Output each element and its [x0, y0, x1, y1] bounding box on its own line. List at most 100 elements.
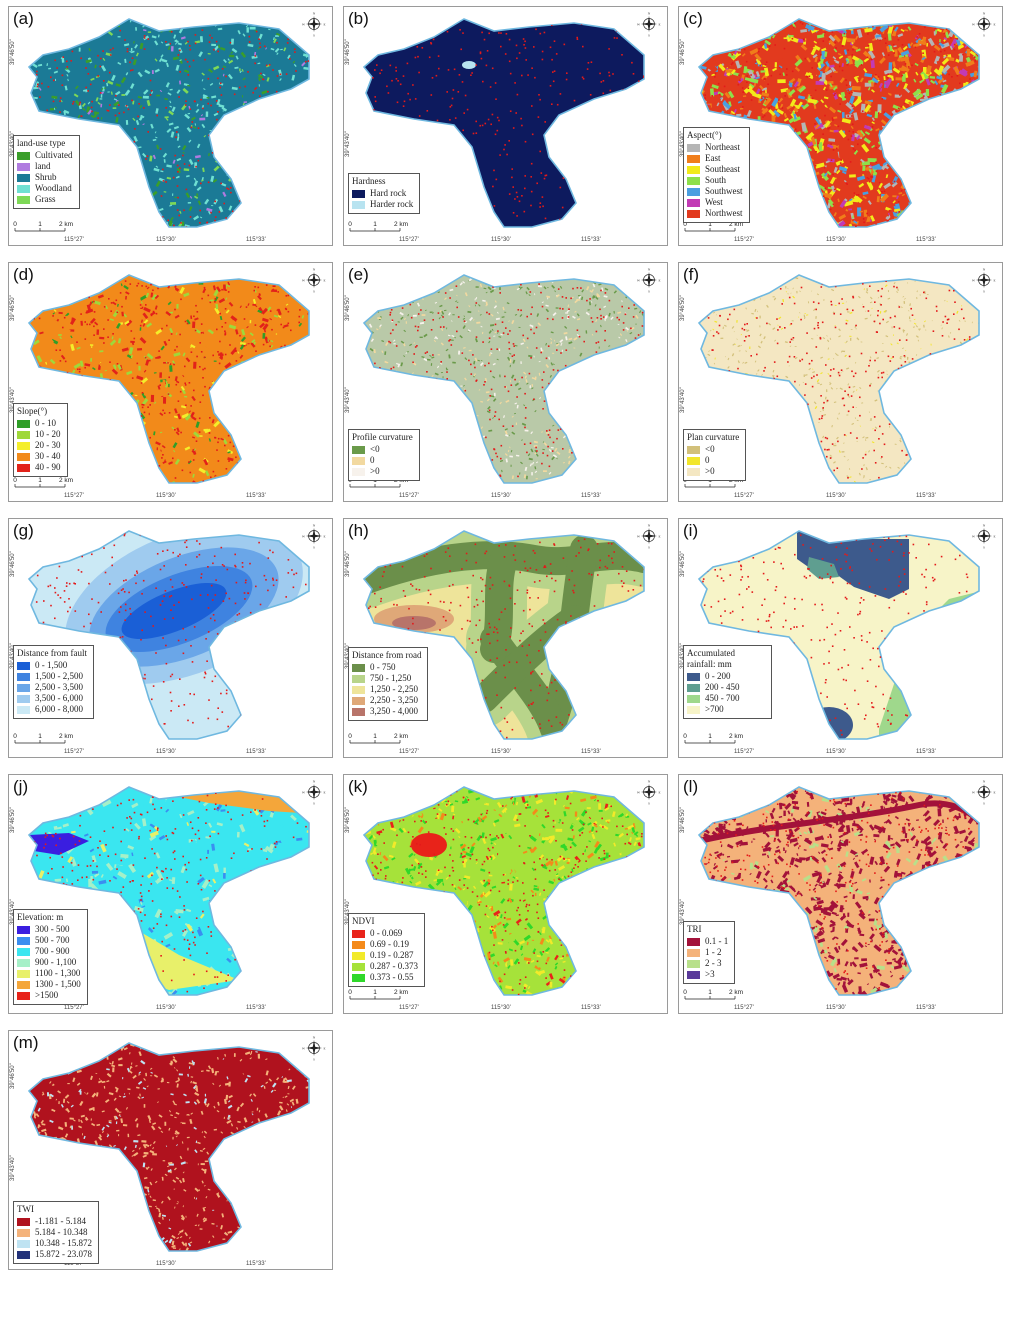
legend-swatch	[17, 980, 30, 989]
legend-swatch	[687, 143, 700, 152]
scale-label: 1	[708, 989, 712, 996]
legend-swatch	[17, 1228, 30, 1237]
legend-item: West	[687, 197, 743, 208]
legend-item-label: 200 - 450	[705, 682, 740, 692]
longitude-label: 115°30'	[826, 749, 846, 755]
longitude-label: 115°27'	[734, 1005, 754, 1011]
panel-label: (i)	[683, 521, 699, 540]
legend-swatch	[17, 936, 30, 945]
compass-w-label: W	[972, 535, 976, 539]
latitude-label: 39°46'50"	[680, 551, 686, 577]
map-legend: Elevation: m 300 - 500 500 - 700 700 - 900 9…	[13, 909, 88, 1005]
scale-label: 1	[373, 733, 377, 740]
legend-item-label: Shrub	[35, 172, 57, 182]
legend-swatch	[17, 694, 30, 703]
panel-label: (g)	[13, 521, 34, 540]
legend-title: Accumulated rainfall: mm	[687, 648, 735, 669]
longitude-label: 115°33'	[246, 1261, 266, 1267]
legend-swatch	[352, 951, 365, 960]
legend-item: -1.181 - 5.184	[17, 1216, 92, 1227]
longitude-label: 115°27'	[64, 237, 84, 243]
legend-item-label: 0.287 - 0.373	[370, 961, 418, 971]
compass-e-label: E	[658, 791, 660, 795]
longitude-label: 115°30'	[491, 493, 511, 499]
legend-item-label: 0.69 - 0.19	[370, 939, 409, 949]
legend-item: >1500	[17, 990, 81, 1001]
legend-swatch	[687, 937, 700, 946]
legend-swatch	[17, 1250, 30, 1259]
compass-s-label: S	[983, 802, 985, 806]
legend-item: 0	[687, 455, 739, 466]
longitude-label: 115°27'	[734, 237, 754, 243]
compass-s-label: S	[313, 34, 315, 38]
compass-n-label: N	[983, 780, 986, 784]
legend-item-label: 1,250 - 2,250	[370, 684, 418, 694]
longitude-label: 115°33'	[916, 237, 936, 243]
legend-item-label: 1,500 - 2,500	[35, 671, 83, 681]
longitude-label: 115°33'	[581, 237, 601, 243]
legend-item: 10 - 20	[17, 429, 61, 440]
compass-n-label: N	[313, 780, 316, 784]
legend-swatch	[17, 151, 30, 160]
legend-item-label: 300 - 500	[35, 924, 70, 934]
compass-rose-icon: N S W E	[637, 11, 661, 38]
legend-swatch	[17, 958, 30, 967]
legend-item-label: Northwest	[705, 208, 743, 218]
scale-label: 0	[348, 221, 352, 228]
legend-swatch	[352, 940, 365, 949]
map-panel-g: (g)NSWE39°46'50"39°43'40"115°27'115°30'1…	[8, 518, 333, 758]
legend-item: <0	[352, 444, 413, 455]
legend-swatch	[352, 707, 365, 716]
legend-swatch	[687, 445, 700, 454]
scale-bar: 0 1 2 km	[13, 475, 73, 489]
legend-item: Southeast	[687, 164, 743, 175]
legend-item: 1,500 - 2,500	[17, 671, 87, 682]
legend-item-label: 0 - 750	[370, 662, 396, 672]
legend-item: 0 - 1,500	[17, 660, 87, 671]
legend-title: Profile curvature	[352, 432, 413, 442]
latitude-label: 39°46'50"	[345, 39, 351, 65]
legend-item-label: Woodland	[35, 183, 72, 193]
compass-w-label: W	[637, 535, 641, 539]
map-fill	[29, 531, 309, 739]
legend-item: 0.1 - 1	[687, 936, 728, 947]
compass-s-label: S	[313, 802, 315, 806]
longitude-label: 115°30'	[156, 1005, 176, 1011]
legend-item-label: 20 - 30	[35, 440, 61, 450]
compass-e-label: E	[993, 535, 995, 539]
legend-item-label: 0 - 10	[35, 418, 56, 428]
panel-label: (e)	[348, 265, 369, 284]
compass-n-label: N	[313, 524, 316, 528]
map-fill	[699, 531, 979, 739]
map-canvas	[27, 274, 310, 484]
compass-w-label: W	[302, 23, 306, 27]
legend-item-label: West	[705, 197, 723, 207]
scale-label: 1	[373, 221, 377, 228]
legend-item-label: 0.1 - 1	[705, 936, 729, 946]
map-legend: land-use type Cultivated land Shrub Woodland…	[13, 135, 80, 209]
compass-e-label: E	[323, 1047, 325, 1051]
legend-item-label: <0	[370, 444, 380, 454]
latitude-label: 39°46'50"	[680, 295, 686, 321]
legend-swatch	[352, 200, 365, 209]
legend-title: TRI	[687, 924, 702, 934]
legend-item: 2,500 - 3,500	[17, 682, 87, 693]
compass-w-label: W	[972, 791, 976, 795]
boundary-outline	[27, 1042, 310, 1252]
legend-item: 0	[352, 455, 413, 466]
legend-item: 0.373 - 0.55	[352, 972, 418, 983]
panel-label: (j)	[13, 777, 29, 796]
panel-label: (a)	[13, 9, 34, 28]
compass-rose-icon: N S W E	[972, 267, 996, 294]
map-legend: NDVI 0 - 0.069 0.69 - 0.19 0.19 - 0.287 0.28…	[348, 913, 425, 987]
legend-item-label: 700 - 900	[35, 946, 70, 956]
legend-item-label: >0	[370, 466, 380, 476]
legend-item-label: 2 - 3	[705, 958, 722, 968]
panel-label: (m)	[13, 1033, 39, 1052]
legend-title: Plan curvature	[687, 432, 740, 442]
boundary-outline	[27, 786, 310, 996]
map-panel-m: (m) N S W E 39°46'50" 39°43'40" 115°27' 115°30' 1…	[8, 1030, 333, 1270]
longitude-label: 115°33'	[581, 493, 601, 499]
compass-w-label: W	[637, 279, 641, 283]
legend-swatch	[687, 209, 700, 218]
